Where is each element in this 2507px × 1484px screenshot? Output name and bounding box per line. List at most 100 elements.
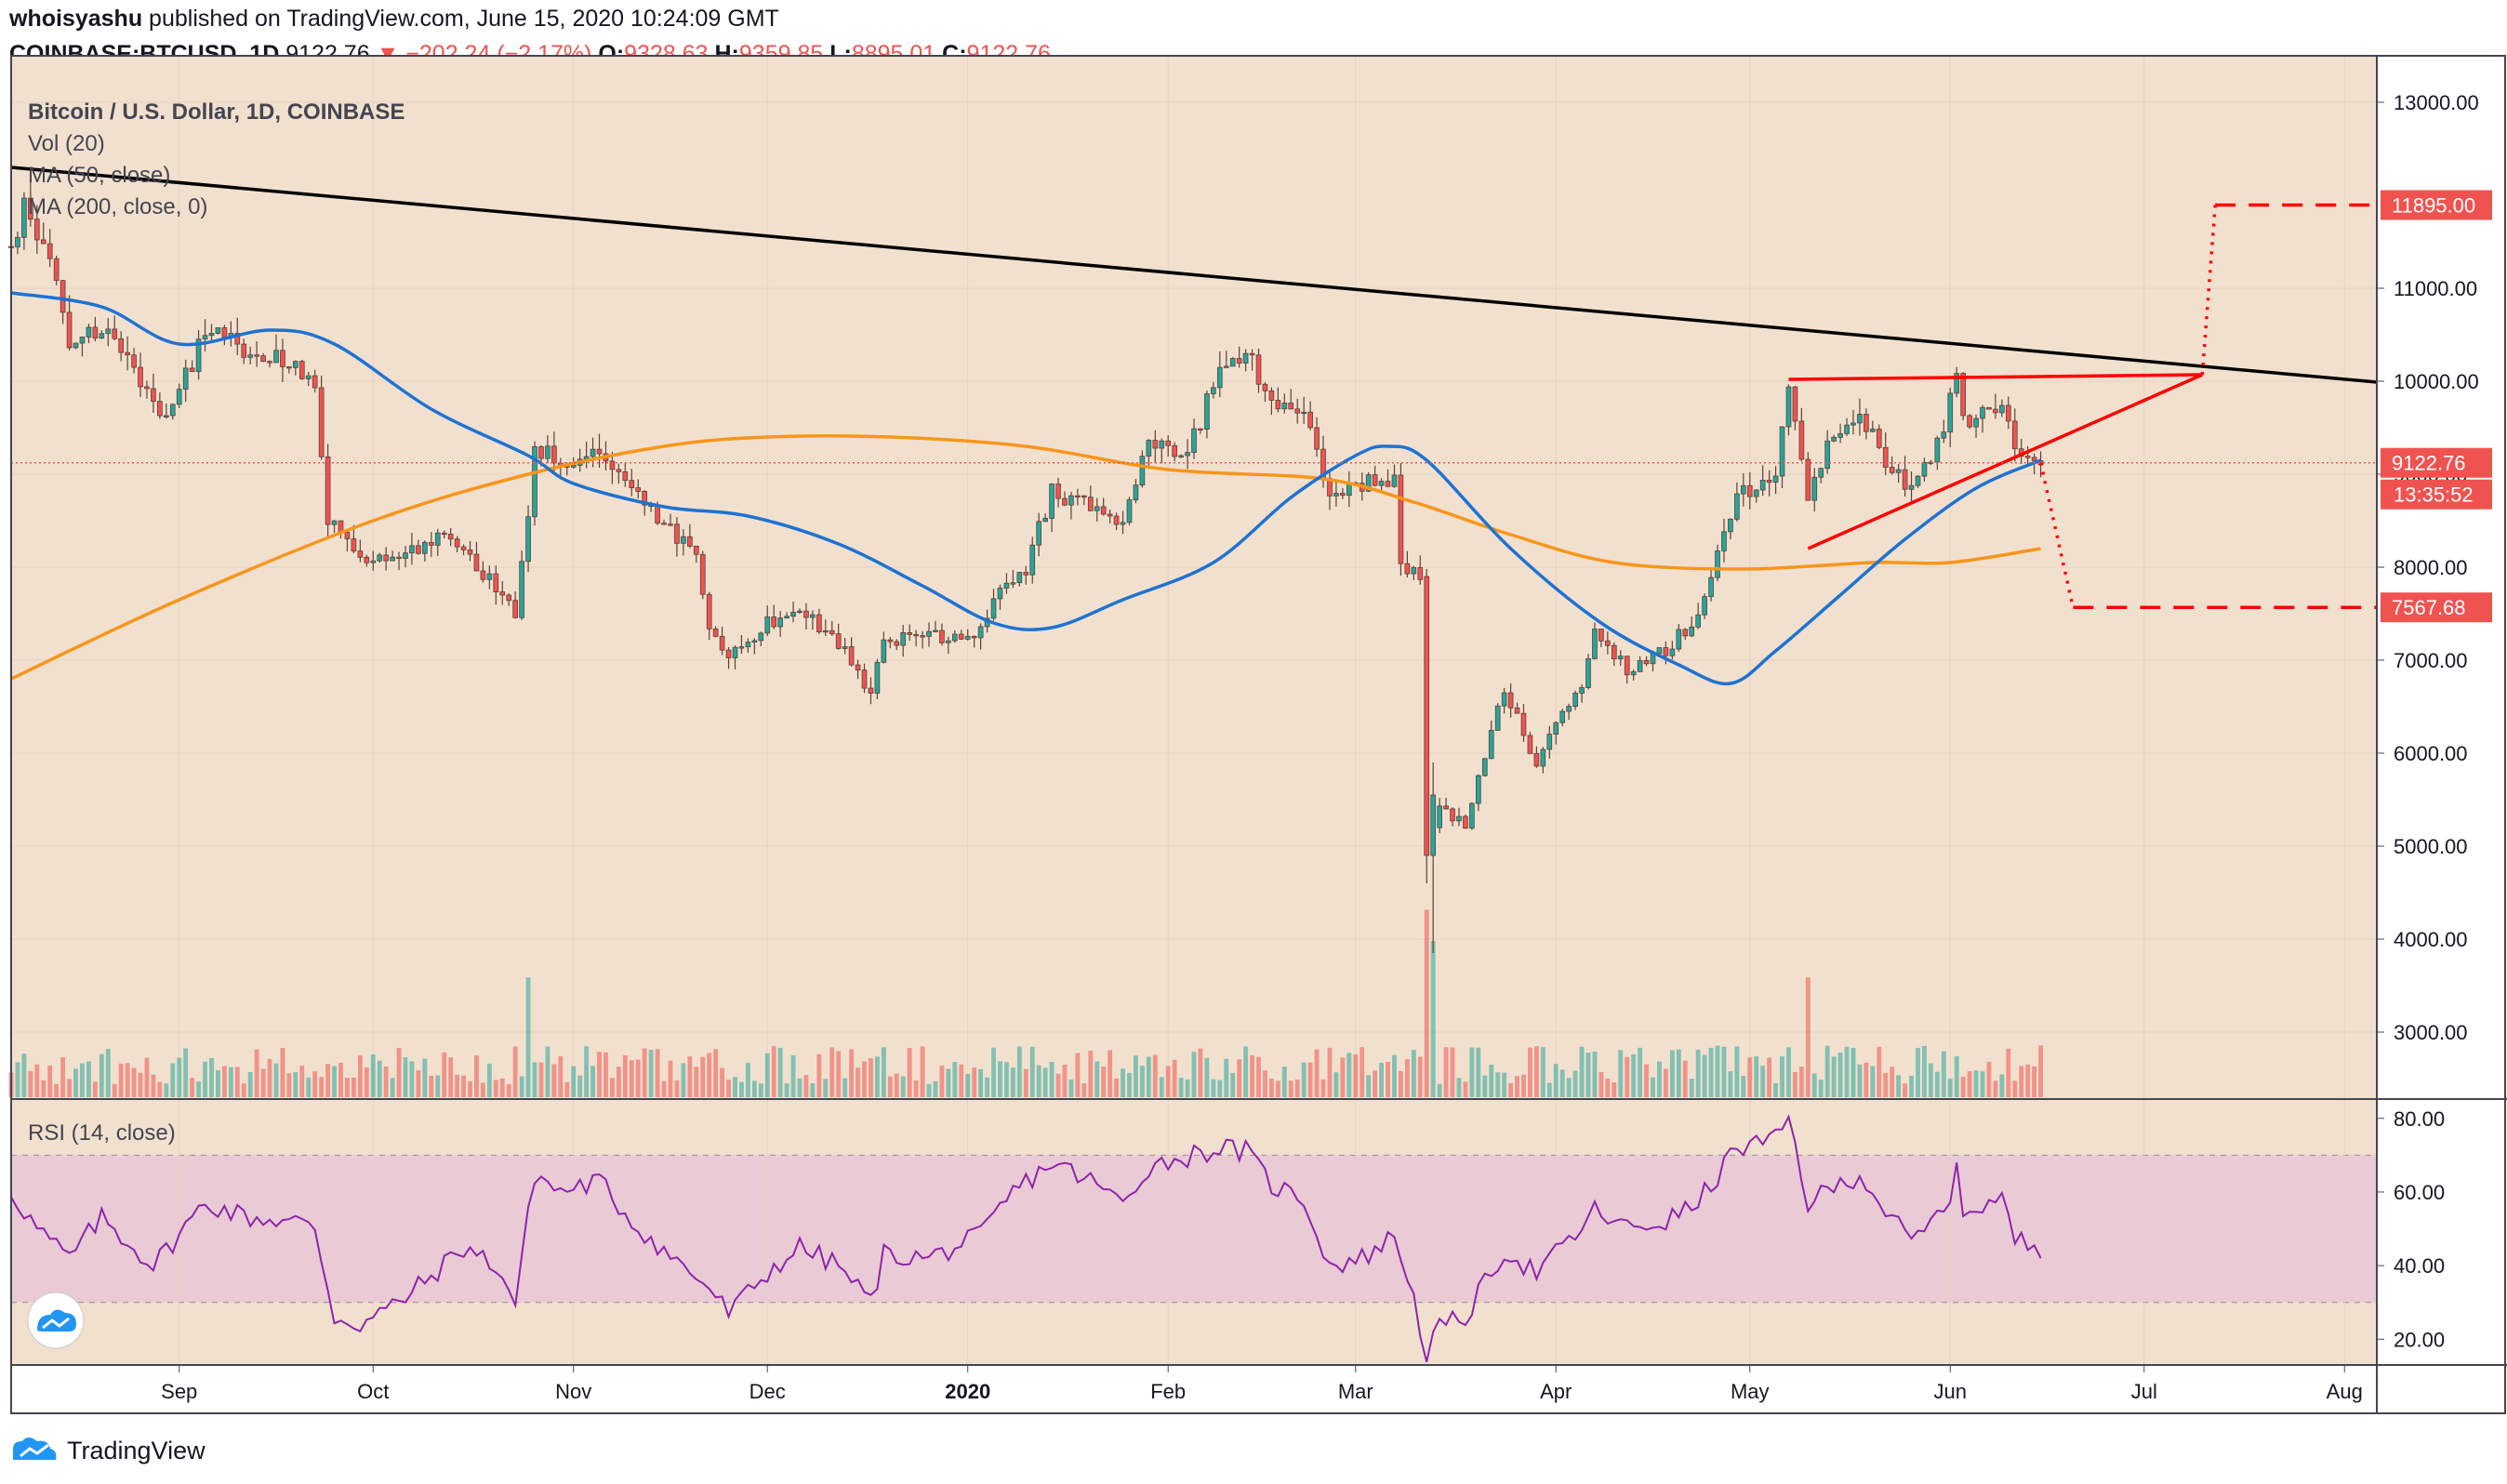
- candle-body[interactable]: [964, 635, 971, 640]
- candle-body[interactable]: [997, 588, 1003, 600]
- candle-body[interactable]: [1281, 403, 1288, 410]
- candle-body[interactable]: [1624, 656, 1630, 676]
- candle-body[interactable]: [1437, 805, 1442, 828]
- candle-body[interactable]: [1501, 692, 1507, 707]
- candle-body[interactable]: [622, 470, 629, 482]
- candle-body[interactable]: [1656, 647, 1663, 655]
- candle-body[interactable]: [1728, 518, 1733, 533]
- candle-body[interactable]: [1340, 493, 1346, 497]
- candle-body[interactable]: [2011, 420, 2018, 450]
- candle-body[interactable]: [887, 639, 894, 643]
- candle-body[interactable]: [1669, 648, 1676, 656]
- candle-body[interactable]: [73, 342, 79, 349]
- candle-body[interactable]: [1023, 572, 1029, 576]
- candle-body[interactable]: [1146, 440, 1152, 457]
- candle-body[interactable]: [428, 541, 434, 546]
- candle-body[interactable]: [719, 635, 725, 651]
- candle-body[interactable]: [138, 366, 143, 388]
- candle-body[interactable]: [1172, 444, 1177, 457]
- candle-body[interactable]: [1307, 411, 1313, 429]
- candle-body[interactable]: [325, 456, 331, 525]
- candle-body[interactable]: [215, 327, 221, 334]
- candle-body[interactable]: [383, 554, 389, 562]
- candle-body[interactable]: [460, 546, 467, 550]
- candle-body[interactable]: [1941, 431, 1947, 439]
- candle-body[interactable]: [1857, 414, 1863, 424]
- candle-body[interactable]: [951, 633, 958, 642]
- candle-body[interactable]: [157, 401, 163, 417]
- candle-body[interactable]: [784, 616, 789, 619]
- candle-body[interactable]: [1514, 707, 1520, 714]
- candle-body[interactable]: [816, 614, 822, 632]
- candle-body[interactable]: [1811, 476, 1818, 501]
- candle-body[interactable]: [1585, 657, 1591, 688]
- candle-body[interactable]: [971, 635, 977, 639]
- candle-body[interactable]: [15, 236, 20, 247]
- candle-body[interactable]: [499, 591, 506, 596]
- candle-body[interactable]: [1333, 493, 1339, 497]
- candle-body[interactable]: [1120, 522, 1126, 525]
- candle-body[interactable]: [855, 664, 861, 671]
- candle-body[interactable]: [1540, 749, 1546, 767]
- candle-body[interactable]: [344, 532, 351, 539]
- candle-body[interactable]: [169, 404, 176, 417]
- candle-body[interactable]: [1087, 497, 1094, 511]
- candle-body[interactable]: [1113, 515, 1120, 525]
- candle-body[interactable]: [1411, 567, 1417, 575]
- candle-body[interactable]: [99, 333, 105, 339]
- candle-body[interactable]: [551, 445, 557, 464]
- candle-body[interactable]: [1094, 506, 1100, 511]
- candle-body[interactable]: [990, 598, 997, 619]
- candle-body[interactable]: [1494, 705, 1501, 731]
- candle-body[interactable]: [21, 197, 27, 238]
- candle-body[interactable]: [1075, 495, 1081, 498]
- candle-body[interactable]: [144, 386, 150, 390]
- candle-body[interactable]: [926, 630, 932, 637]
- candle-body[interactable]: [687, 536, 693, 547]
- candle-body[interactable]: [273, 350, 279, 364]
- candle-body[interactable]: [771, 616, 777, 628]
- candle-body[interactable]: [751, 640, 758, 643]
- candle-body[interactable]: [1055, 484, 1061, 499]
- candle-body[interactable]: [298, 361, 305, 379]
- candle-body[interactable]: [616, 469, 622, 472]
- candle-body[interactable]: [1036, 521, 1042, 546]
- candle-body[interactable]: [118, 338, 124, 353]
- candle-body[interactable]: [441, 532, 447, 536]
- candle-body[interactable]: [79, 337, 86, 344]
- candle-body[interactable]: [60, 280, 66, 313]
- candle-body[interactable]: [1365, 474, 1372, 492]
- candle-body[interactable]: [1592, 629, 1598, 659]
- candle-body[interactable]: [1249, 352, 1255, 356]
- candle-body[interactable]: [1178, 455, 1184, 457]
- candle-body[interactable]: [202, 335, 208, 340]
- candle-body[interactable]: [1003, 582, 1010, 589]
- candle-body[interactable]: [1029, 544, 1036, 576]
- candle-body[interactable]: [629, 480, 635, 488]
- candle-body[interactable]: [1824, 440, 1831, 470]
- candle-body[interactable]: [939, 629, 945, 643]
- candle-body[interactable]: [1216, 366, 1223, 389]
- candle-body[interactable]: [1081, 495, 1087, 498]
- candle-body[interactable]: [1042, 518, 1048, 523]
- candle-body[interactable]: [635, 487, 642, 492]
- candle-body[interactable]: [894, 641, 900, 646]
- candle-body[interactable]: [1294, 408, 1301, 414]
- candle-body[interactable]: [370, 560, 377, 563]
- candle-body[interactable]: [790, 612, 796, 617]
- candle-body[interactable]: [86, 326, 92, 338]
- candle-body[interactable]: [777, 617, 783, 628]
- candle-body[interactable]: [609, 460, 616, 470]
- candle-body[interactable]: [538, 446, 544, 459]
- candle-body[interactable]: [66, 311, 73, 349]
- candle-body[interactable]: [163, 415, 169, 417]
- candle-body[interactable]: [1695, 614, 1701, 628]
- candle-body[interactable]: [1844, 424, 1850, 434]
- candle-body[interactable]: [1242, 352, 1249, 364]
- candle-body[interactable]: [1476, 775, 1481, 804]
- candle-body[interactable]: [1533, 753, 1540, 767]
- candle-body[interactable]: [1650, 653, 1656, 665]
- candle-body[interactable]: [881, 639, 887, 663]
- candle-body[interactable]: [874, 661, 881, 694]
- candle-body[interactable]: [396, 556, 402, 560]
